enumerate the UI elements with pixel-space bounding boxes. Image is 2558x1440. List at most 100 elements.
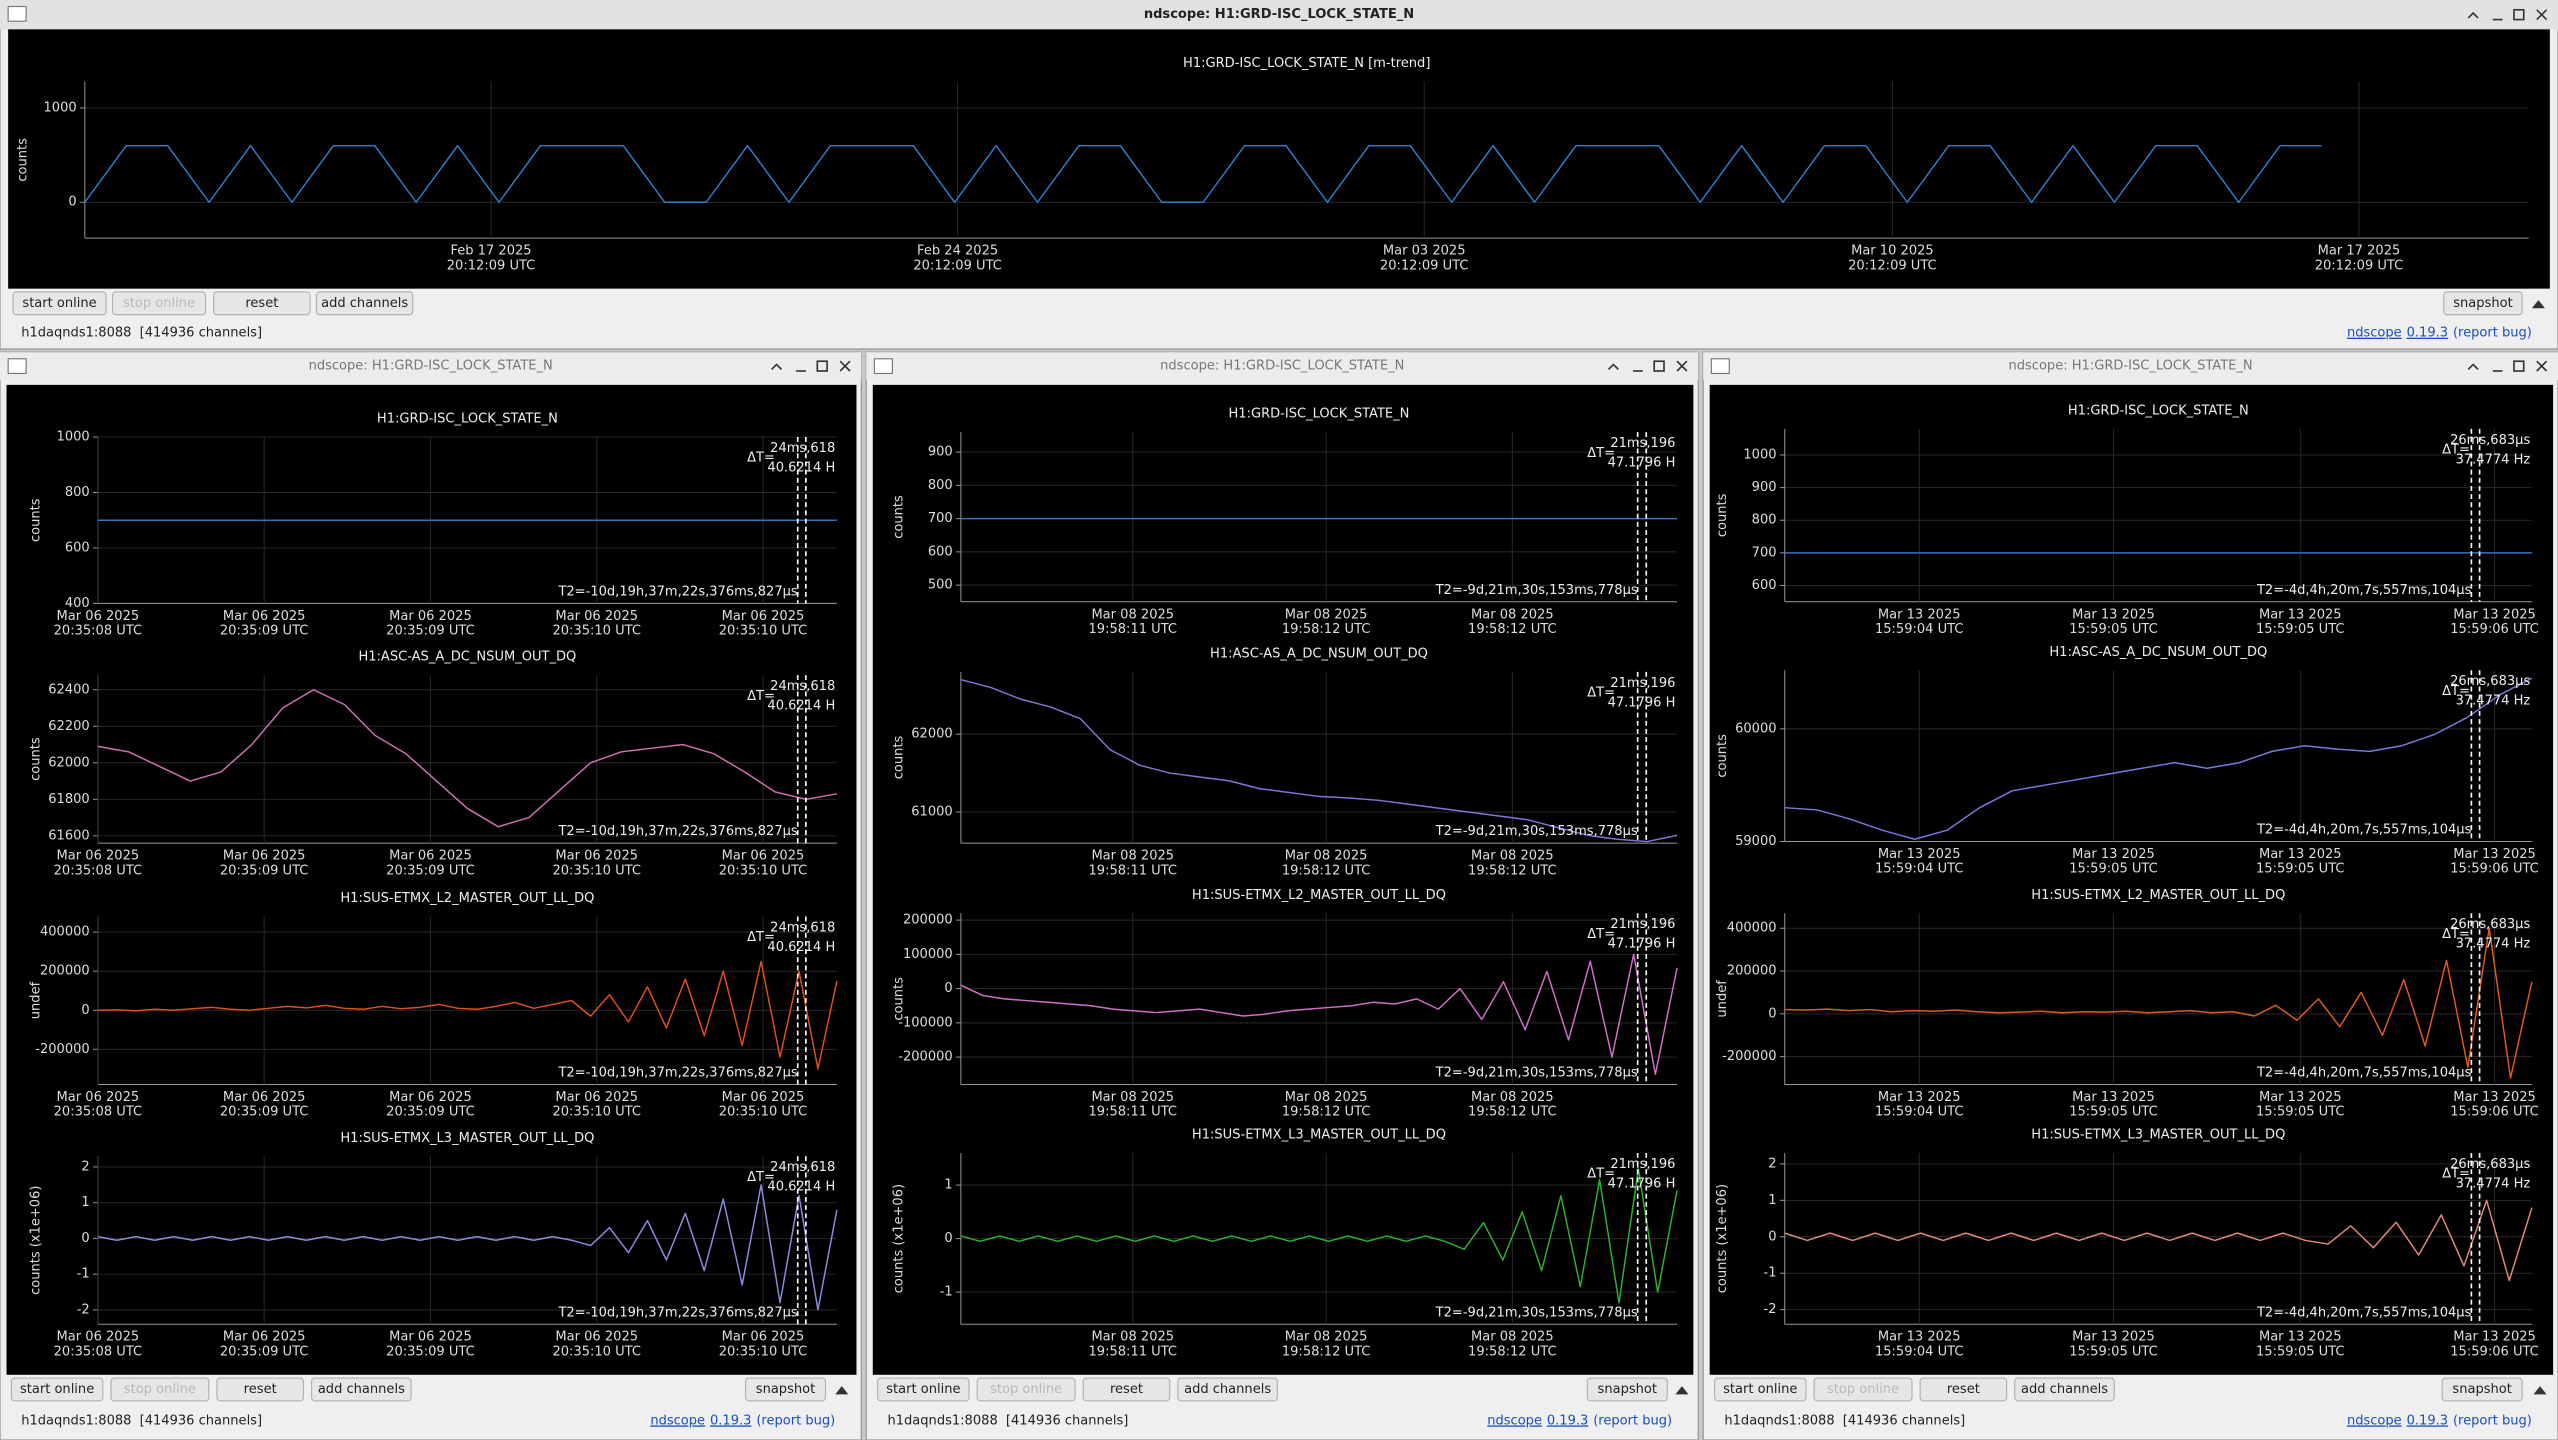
button[interactable]: [2443, 291, 2523, 316]
cursor-delta-label: ΔT=: [2442, 684, 2470, 699]
y-tick-label: 1000: [1743, 447, 1776, 462]
x-tick-time: 19:58:12 UTC: [1282, 622, 1371, 637]
y-tick-label: 1: [81, 1195, 89, 1210]
app-link[interactable]: ndscope: [650, 1413, 705, 1428]
cursor-delta-label: ΔT=: [747, 1170, 775, 1185]
button-label[interactable]: reset: [244, 1382, 277, 1397]
button-label[interactable]: start online: [22, 296, 96, 311]
button[interactable]: [216, 1377, 305, 1402]
button-label[interactable]: reset: [245, 296, 278, 311]
collapse-arrow[interactable]: [835, 1386, 849, 1395]
y-tick-label: 0: [944, 981, 952, 996]
y-tick-label: 62000: [48, 755, 89, 770]
cursor-delta-t: 26ms,683µs: [2450, 917, 2530, 932]
button[interactable]: [311, 1377, 412, 1402]
keep-above-button[interactable]: [2467, 11, 2479, 19]
cursor-delta-t: 21ms,196: [1610, 1157, 1675, 1172]
button[interactable]: [1919, 1377, 2008, 1402]
button-label[interactable]: start online: [20, 1382, 94, 1397]
close-button[interactable]: [2536, 9, 2548, 21]
x-tick-time: 20:35:08 UTC: [54, 863, 143, 878]
button[interactable]: [744, 1377, 827, 1402]
button-label[interactable]: start online: [1723, 1382, 1797, 1397]
button-label[interactable]: add channels: [2021, 1382, 2108, 1397]
x-tick-time: 15:59:04 UTC: [1875, 1344, 1964, 1359]
keep-above-button[interactable]: [2467, 363, 2479, 370]
button[interactable]: [877, 1377, 970, 1402]
cursor-delta-label: ΔT=: [747, 930, 775, 945]
version-link[interactable]: 0.19.3: [1547, 1413, 1588, 1428]
button-label[interactable]: reset: [1947, 1382, 1980, 1397]
x-tick-date: Mar 08 2025: [1091, 1090, 1174, 1105]
button-label[interactable]: add channels: [318, 1382, 405, 1397]
cursor-delta-label: ΔT=: [2442, 927, 2470, 942]
version-link[interactable]: 0.19.3: [710, 1413, 751, 1428]
cursor-delta-t: 24ms,618: [770, 920, 835, 935]
button-label[interactable]: add channels: [1184, 1382, 1271, 1397]
x-tick-time: 15:59:06 UTC: [2450, 1105, 2539, 1120]
app-link[interactable]: ndscope: [2347, 325, 2402, 340]
keep-above-button[interactable]: [771, 363, 783, 370]
button[interactable]: [2441, 1377, 2523, 1402]
cursor-frequency: 37.4774 Hz: [2456, 694, 2531, 709]
report-bug-link[interactable]: (report bug): [1593, 1413, 1672, 1428]
button[interactable]: [1586, 1377, 1668, 1402]
button[interactable]: [1177, 1377, 1278, 1402]
cursor-t2: T2=-4d,4h,20m,7s,557ms,104µs: [2256, 583, 2472, 598]
x-tick-time: 15:59:05 UTC: [2069, 1105, 2158, 1120]
keep-above-button[interactable]: [1607, 363, 1619, 370]
button[interactable]: [315, 291, 414, 316]
y-axis-label: counts (x1e+06): [891, 1184, 906, 1293]
collapse-arrow[interactable]: [2533, 1386, 2547, 1395]
x-tick-time: 19:58:12 UTC: [1468, 863, 1557, 878]
cursor-delta-t: 21ms,196: [1610, 917, 1675, 932]
app-link[interactable]: ndscope: [1487, 1413, 1542, 1428]
version-link[interactable]: 0.19.3: [2407, 1413, 2448, 1428]
report-bug-link[interactable]: (report bug): [756, 1413, 835, 1428]
app-link[interactable]: ndscope: [2347, 1413, 2402, 1428]
x-tick-time: 20:35:10 UTC: [552, 1344, 641, 1359]
collapse-arrow[interactable]: [2531, 300, 2545, 309]
collapse-arrow[interactable]: [1675, 1386, 1689, 1395]
button-label[interactable]: start online: [886, 1382, 960, 1397]
button[interactable]: [10, 1377, 104, 1402]
maximize-button[interactable]: [2513, 360, 2525, 372]
button[interactable]: [12, 291, 107, 316]
button-label[interactable]: snapshot: [2453, 296, 2512, 311]
report-bug-link[interactable]: (report bug): [2453, 325, 2532, 340]
button[interactable]: [2014, 1377, 2115, 1402]
button-label[interactable]: add channels: [321, 296, 408, 311]
y-tick-label: -100000: [898, 1015, 952, 1030]
button-label[interactable]: snapshot: [2452, 1382, 2511, 1397]
button-label[interactable]: snapshot: [1598, 1382, 1657, 1397]
y-tick-label: 800: [65, 485, 90, 500]
close-button[interactable]: [1676, 360, 1688, 372]
button-label[interactable]: reset: [1110, 1382, 1143, 1397]
close-button[interactable]: [2536, 360, 2548, 372]
plot-canvas: [6, 384, 857, 1375]
cursor-frequency: 47.1796 H: [1608, 1176, 1676, 1191]
window-icon: [873, 358, 893, 375]
x-tick-time: 20:12:09 UTC: [1380, 258, 1469, 273]
x-tick-time: 20:35:10 UTC: [719, 863, 808, 878]
close-button[interactable]: [839, 360, 851, 372]
button[interactable]: [1714, 1377, 1807, 1402]
trace: [97, 689, 838, 828]
plot-title: H1:SUS-ETMX_L3_MASTER_OUT_LL_DQ: [2031, 1128, 2285, 1143]
cursor-frequency: 40.6214 H: [767, 461, 835, 476]
maximize-button[interactable]: [816, 360, 828, 372]
x-tick-date: Mar 08 2025: [1471, 1330, 1554, 1345]
button-label[interactable]: snapshot: [756, 1382, 815, 1397]
report-bug-link[interactable]: (report bug): [2453, 1413, 2532, 1428]
window-icon: [7, 358, 27, 375]
version-link[interactable]: 0.19.3: [2407, 325, 2448, 340]
title-bar: [0, 0, 2558, 30]
window: ndscope: H1:GRD-ISC_LOCK_STATE_N 400 600 80…: [0, 351, 863, 1440]
button[interactable]: [213, 291, 311, 316]
maximize-button[interactable]: [2513, 8, 2525, 21]
maximize-button[interactable]: [1653, 360, 1665, 372]
cursor-t2: T2=-4d,4h,20m,7s,557ms,104µs: [2256, 1066, 2472, 1081]
x-tick-time: 20:35:09 UTC: [220, 624, 309, 639]
button[interactable]: [1082, 1377, 1171, 1402]
y-tick-label: 200000: [1727, 964, 1777, 979]
